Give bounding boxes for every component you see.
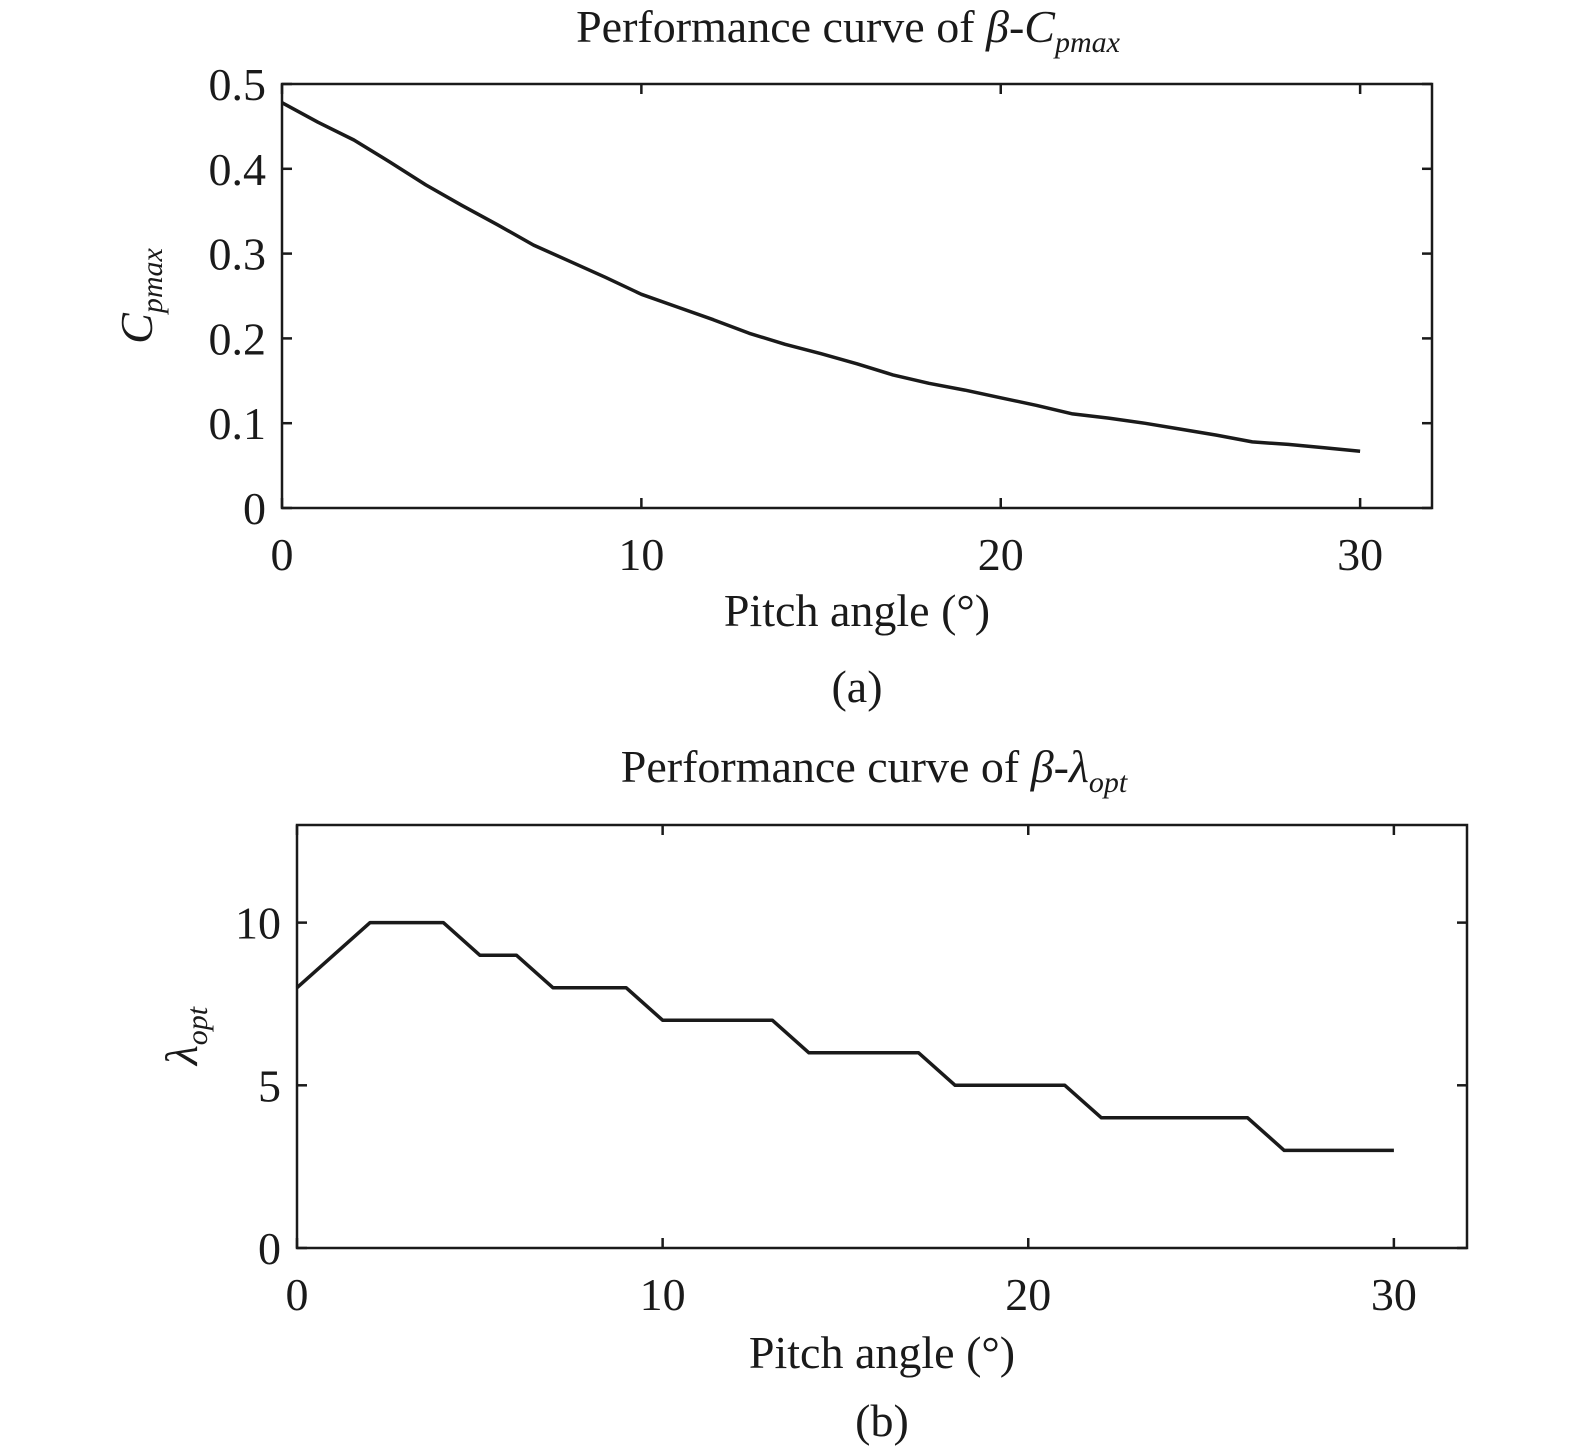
- chart-a-plot-area: [280, 82, 1434, 510]
- chart-b-title: Performance curve of β-λopt: [621, 741, 1128, 799]
- chart-a-ytick-label-4: 0.4: [209, 144, 267, 195]
- chart-a-title: Performance curve of β-Cpmax: [576, 1, 1121, 59]
- chart-b-xtick-label-3: 30: [1371, 1269, 1417, 1320]
- chart-a-ytick-label-5: 0.5: [209, 59, 267, 110]
- chart-a-series-line: [281, 101, 1361, 453]
- chart-b-ytick-label-2: 10: [235, 898, 281, 949]
- chart-b-xtick-label-0: 0: [286, 1269, 309, 1320]
- chart-a-ytick-label-1: 0.1: [209, 398, 267, 449]
- chart-b-ytick-label-1: 5: [258, 1060, 281, 1111]
- chart-a-xlabel: Pitch angle (°): [724, 585, 990, 636]
- chart-b-xtick-label-1: 10: [640, 1269, 686, 1320]
- chart-a-ytick-label-0: 0: [243, 483, 266, 534]
- chart-b-ticks: 0 10 20 30 0 5 10: [235, 825, 1467, 1320]
- chart-a-ytick-label-2: 0.2: [209, 313, 267, 364]
- chart-a-xtick-label-3: 30: [1337, 529, 1383, 580]
- chart-a-ticks: 0 10 20 30 0 0.1 0.2 0.3 0.4 0.5: [209, 59, 1432, 580]
- chart-a-panel-label: (a): [831, 661, 882, 712]
- chart-a: Performance curve of β-Cpmax 0 10 20 30 0 0.1…: [111, 1, 1434, 712]
- chart-b-series-line: [295, 920, 1394, 1153]
- chart-b-plot-area: [295, 823, 1469, 1250]
- chart-a-ylabel: Cpmax: [111, 247, 169, 343]
- chart-b-xlabel: Pitch angle (°): [749, 1327, 1015, 1378]
- chart-a-ytick-label-3: 0.3: [209, 229, 267, 280]
- chart-a-xtick-label-2: 20: [978, 529, 1024, 580]
- chart-b: Performance curve of β-λopt 0 10 20 300510 …: [156, 741, 1469, 1446]
- chart-b-ytick-label-0: 0: [258, 1223, 281, 1274]
- chart-b-xtick-label-2: 20: [1005, 1269, 1051, 1320]
- chart-b-panel-label: (b): [855, 1395, 909, 1446]
- chart-b-ylabel: λopt: [156, 1006, 214, 1067]
- chart-a-xtick-label-0: 0: [271, 529, 294, 580]
- chart-a-xtick-label-1: 10: [618, 529, 664, 580]
